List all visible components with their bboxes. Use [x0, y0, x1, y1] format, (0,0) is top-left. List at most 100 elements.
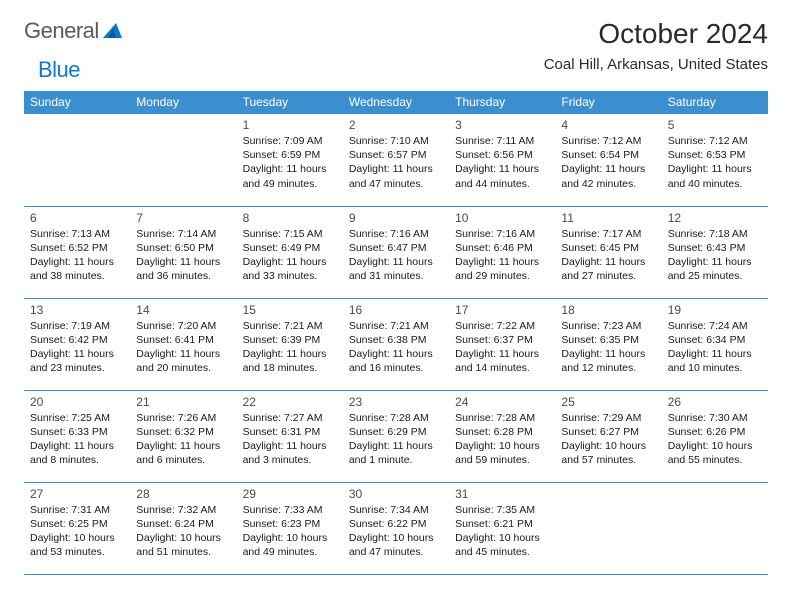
- calendar-day-cell: 12Sunrise: 7:18 AMSunset: 6:43 PMDayligh…: [662, 206, 768, 298]
- day-number: 23: [349, 395, 443, 409]
- sunrise-text: Sunrise: 7:35 AM: [455, 503, 549, 517]
- daylight-text: Daylight: 11 hours and 49 minutes.: [243, 162, 337, 190]
- day-number: 15: [243, 303, 337, 317]
- calendar-day-cell: 24Sunrise: 7:28 AMSunset: 6:28 PMDayligh…: [449, 390, 555, 482]
- sunset-text: Sunset: 6:28 PM: [455, 425, 549, 439]
- weekday-header: Sunday: [24, 91, 130, 114]
- weekday-header: Saturday: [662, 91, 768, 114]
- month-title: October 2024: [544, 18, 768, 50]
- calendar-day-cell: [662, 482, 768, 574]
- sunset-text: Sunset: 6:54 PM: [561, 148, 655, 162]
- day-number: 2: [349, 118, 443, 132]
- calendar-day-cell: 16Sunrise: 7:21 AMSunset: 6:38 PMDayligh…: [343, 298, 449, 390]
- calendar-day-cell: 8Sunrise: 7:15 AMSunset: 6:49 PMDaylight…: [237, 206, 343, 298]
- calendar-day-cell: 26Sunrise: 7:30 AMSunset: 6:26 PMDayligh…: [662, 390, 768, 482]
- day-number: 5: [668, 118, 762, 132]
- day-number: 30: [349, 487, 443, 501]
- sunrise-text: Sunrise: 7:33 AM: [243, 503, 337, 517]
- day-number: 14: [136, 303, 230, 317]
- sunset-text: Sunset: 6:34 PM: [668, 333, 762, 347]
- day-number: 10: [455, 211, 549, 225]
- sunrise-text: Sunrise: 7:23 AM: [561, 319, 655, 333]
- calendar-day-cell: 9Sunrise: 7:16 AMSunset: 6:47 PMDaylight…: [343, 206, 449, 298]
- sunrise-text: Sunrise: 7:25 AM: [30, 411, 124, 425]
- daylight-text: Daylight: 11 hours and 27 minutes.: [561, 255, 655, 283]
- weekday-header-row: Sunday Monday Tuesday Wednesday Thursday…: [24, 91, 768, 114]
- day-number: 24: [455, 395, 549, 409]
- day-number: 25: [561, 395, 655, 409]
- daylight-text: Daylight: 11 hours and 25 minutes.: [668, 255, 762, 283]
- daylight-text: Daylight: 11 hours and 20 minutes.: [136, 347, 230, 375]
- sunrise-text: Sunrise: 7:19 AM: [30, 319, 124, 333]
- calendar-day-cell: 15 Sunrise: 7:21 AMSunset: 6:39 PMDayligh…: [237, 298, 343, 390]
- calendar-week-row: 1Sunrise: 7:09 AMSunset: 6:59 PMDaylight…: [24, 114, 768, 206]
- day-number: 7: [136, 211, 230, 225]
- sunrise-text: Sunrise: 7:21 AM: [349, 319, 443, 333]
- day-number: 20: [30, 395, 124, 409]
- calendar-day-cell: 23Sunrise: 7:28 AMSunset: 6:29 PMDayligh…: [343, 390, 449, 482]
- day-number: 17: [455, 303, 549, 317]
- daylight-text: Daylight: 11 hours and 8 minutes.: [30, 439, 124, 467]
- daylight-text: Daylight: 11 hours and 3 minutes.: [243, 439, 337, 467]
- day-number: 3: [455, 118, 549, 132]
- daylight-text: Daylight: 11 hours and 6 minutes.: [136, 439, 230, 467]
- sunrise-text: Sunrise: 7:30 AM: [668, 411, 762, 425]
- calendar-week-row: 6Sunrise: 7:13 AMSunset: 6:52 PMDaylight…: [24, 206, 768, 298]
- daylight-text: Daylight: 11 hours and 12 minutes.: [561, 347, 655, 375]
- sunset-text: Sunset: 6:38 PM: [349, 333, 443, 347]
- day-number: 22: [243, 395, 337, 409]
- sunset-text: Sunset: 6:21 PM: [455, 517, 549, 531]
- daylight-text: Daylight: 11 hours and 18 minutes.: [243, 347, 337, 375]
- calendar-week-row: 27Sunrise: 7:31 AMSunset: 6:25 PMDayligh…: [24, 482, 768, 574]
- calendar-day-cell: 5Sunrise: 7:12 AMSunset: 6:53 PMDaylight…: [662, 114, 768, 206]
- calendar-table: Sunday Monday Tuesday Wednesday Thursday…: [24, 91, 768, 575]
- sunrise-text: Sunrise: 7:18 AM: [668, 227, 762, 241]
- day-number: 29: [243, 487, 337, 501]
- daylight-text: Daylight: 11 hours and 10 minutes.: [668, 347, 762, 375]
- sunrise-text: Sunrise: 7:16 AM: [349, 227, 443, 241]
- title-block: October 2024 Coal Hill, Arkansas, United…: [544, 18, 768, 73]
- day-number: 4: [561, 118, 655, 132]
- calendar-day-cell: 28Sunrise: 7:32 AMSunset: 6:24 PMDayligh…: [130, 482, 236, 574]
- sunrise-text: Sunrise: 7:29 AM: [561, 411, 655, 425]
- sunset-text: Sunset: 6:32 PM: [136, 425, 230, 439]
- calendar-day-cell: 21 Sunrise: 7:26 AMSunset: 6:32 PMDayligh…: [130, 390, 236, 482]
- sunrise-text: Sunrise: 7:12 AM: [561, 134, 655, 148]
- day-number: 18: [561, 303, 655, 317]
- sunset-text: Sunset: 6:45 PM: [561, 241, 655, 255]
- day-number: 6: [30, 211, 124, 225]
- daylight-text: Daylight: 10 hours and 55 minutes.: [668, 439, 762, 467]
- sunrise-text: Sunrise: 7:24 AM: [668, 319, 762, 333]
- sunset-text: Sunset: 6:57 PM: [349, 148, 443, 162]
- day-number: 28: [136, 487, 230, 501]
- calendar-day-cell: 11 Sunrise: 7:17 AMSunset: 6:45 PMDayligh…: [555, 206, 661, 298]
- day-number: 11: [561, 211, 655, 225]
- sunrise-text: Sunrise: 7:21 AM: [243, 319, 337, 333]
- calendar-day-cell: 4Sunrise: 7:12 AMSunset: 6:54 PMDaylight…: [555, 114, 661, 206]
- sunrise-text: Sunrise: 7:22 AM: [455, 319, 549, 333]
- calendar-day-cell: 25Sunrise: 7:29 AMSunset: 6:27 PMDayligh…: [555, 390, 661, 482]
- calendar-day-cell: 10Sunrise: 7:16 AMSunset: 6:46 PMDayligh…: [449, 206, 555, 298]
- sunset-text: Sunset: 6:41 PM: [136, 333, 230, 347]
- weekday-header: Friday: [555, 91, 661, 114]
- calendar-day-cell: 22Sunrise: 7:27 AMSunset: 6:31 PMDayligh…: [237, 390, 343, 482]
- sunset-text: Sunset: 6:29 PM: [349, 425, 443, 439]
- sunset-text: Sunset: 6:22 PM: [349, 517, 443, 531]
- location-subtitle: Coal Hill, Arkansas, United States: [544, 56, 768, 73]
- sunrise-text: Sunrise: 7:32 AM: [136, 503, 230, 517]
- calendar-day-cell: 6Sunrise: 7:13 AMSunset: 6:52 PMDaylight…: [24, 206, 130, 298]
- logo-sail-icon: [103, 21, 125, 42]
- sunrise-text: Sunrise: 7:17 AM: [561, 227, 655, 241]
- daylight-text: Daylight: 10 hours and 47 minutes.: [349, 531, 443, 559]
- weekday-header: Tuesday: [237, 91, 343, 114]
- sunset-text: Sunset: 6:56 PM: [455, 148, 549, 162]
- daylight-text: Daylight: 10 hours and 45 minutes.: [455, 531, 549, 559]
- calendar-day-cell: 18Sunrise: 7:23 AMSunset: 6:35 PMDayligh…: [555, 298, 661, 390]
- sunset-text: Sunset: 6:39 PM: [243, 333, 337, 347]
- day-number: 21: [136, 395, 230, 409]
- daylight-text: Daylight: 10 hours and 51 minutes.: [136, 531, 230, 559]
- sunrise-text: Sunrise: 7:26 AM: [136, 411, 230, 425]
- day-number: 13: [30, 303, 124, 317]
- daylight-text: Daylight: 10 hours and 57 minutes.: [561, 439, 655, 467]
- sunset-text: Sunset: 6:53 PM: [668, 148, 762, 162]
